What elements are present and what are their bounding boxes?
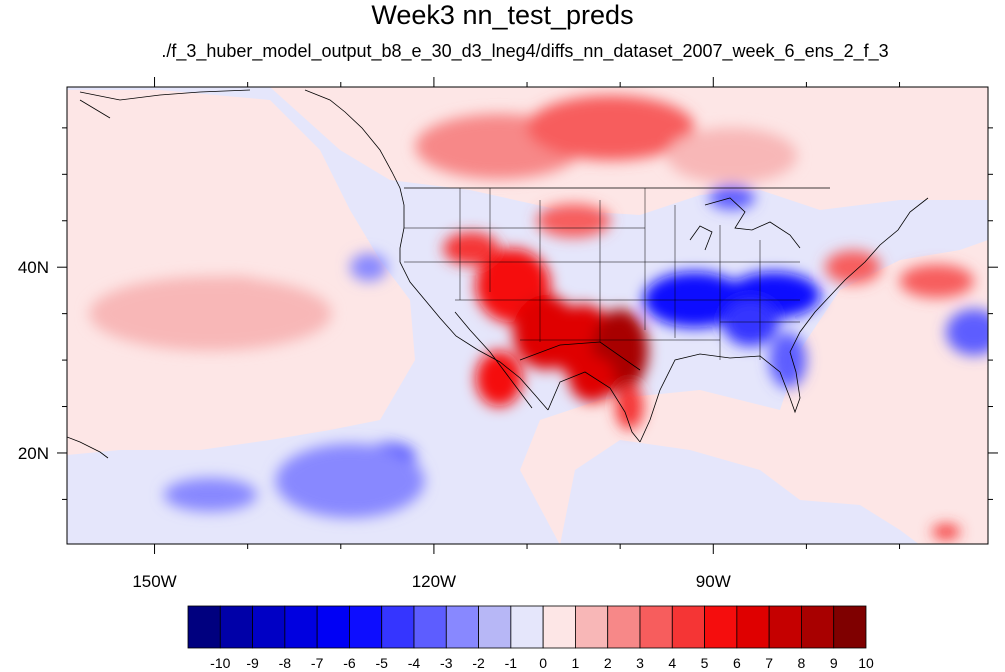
colorbar-label: 9 — [830, 655, 838, 671]
colorbar-swatch — [801, 605, 835, 649]
anomaly-blob-negative — [708, 185, 756, 210]
colorbar-swatch — [736, 605, 770, 649]
colorbar-label: 1 — [572, 655, 580, 671]
colorbar-label: -3 — [440, 655, 453, 671]
anomaly-region-positive-weak — [67, 90, 415, 455]
colorbar-swatch — [671, 605, 705, 649]
anomaly-blob-positive — [475, 350, 523, 407]
anomaly-blob-negative — [769, 332, 807, 388]
colorbar-swatch — [445, 605, 479, 649]
anomaly-blob-positive — [89, 276, 332, 351]
chart-title: Week3 nn_test_preds — [371, 0, 634, 30]
colorbar-swatch — [478, 605, 512, 649]
anomaly-blob-positive — [568, 355, 616, 402]
colorbar-swatch — [607, 605, 641, 649]
colorbar: -10 -9 -8 -7 -6 -5 -4 -3 -2 -1 0 1 2 3 4 5 6 7 8 9 10 — [187, 605, 874, 671]
colorbar-swatch — [187, 605, 221, 649]
x-tick-label: 150W — [132, 572, 176, 591]
anomaly-blob-positive — [666, 127, 798, 184]
colorbar-swatch — [575, 605, 609, 649]
y-tick-label: 40N — [18, 258, 49, 277]
colorbar-swatch — [704, 605, 738, 649]
anomaly-blob-negative — [722, 299, 779, 347]
chart-subtitle: ./f_3_huber_model_output_b8_e_30_d3_lneg… — [161, 41, 889, 61]
axis-ticks — [57, 77, 998, 554]
colorbar-label: 6 — [733, 655, 741, 671]
colorbar-label: -6 — [343, 655, 356, 671]
anomaly-blob-positive — [536, 204, 611, 238]
anomaly-blob-negative — [350, 253, 388, 282]
colorbar-swatch — [316, 605, 350, 649]
anomaly-blob-negative — [275, 443, 425, 518]
colorbar-swatch — [284, 605, 318, 649]
coastlines — [67, 89, 929, 459]
colorbar-label: 7 — [765, 655, 773, 671]
y-tick-label: 20N — [18, 444, 49, 463]
anomaly-blob-positive — [899, 264, 975, 298]
colorbar-label: -1 — [505, 655, 518, 671]
state-borders — [404, 188, 800, 360]
colorbar-swatch — [252, 605, 286, 649]
anomaly-region-negative-weak — [560, 440, 919, 544]
axis-tick-labels: 150W 120W 90W 20N 40N — [18, 258, 731, 591]
colorbar-label: 4 — [668, 655, 676, 671]
anomaly-blobs — [89, 95, 988, 540]
colorbar-label: 10 — [858, 655, 874, 671]
colorbar-label: -2 — [472, 655, 485, 671]
colorbar-swatch — [833, 605, 867, 649]
anomaly-blob-positive — [615, 383, 644, 430]
colorbar-swatch — [349, 605, 383, 649]
colorbar-label: 3 — [636, 655, 644, 671]
colorbar-label: 8 — [798, 655, 806, 671]
colorbar-label: -8 — [279, 655, 292, 671]
anomaly-blob-positive — [443, 231, 500, 266]
colorbar-label: -7 — [311, 655, 324, 671]
colorbar-swatch — [413, 605, 447, 649]
colorbar-swatch — [219, 605, 253, 649]
anomaly-region-positive-weak — [270, 87, 988, 544]
colorbar-label: -4 — [408, 655, 421, 671]
x-tick-label: 90W — [696, 572, 731, 591]
anomaly-blob-negative — [163, 478, 257, 512]
anomaly-blob-negative — [946, 309, 988, 356]
anomaly-blob-positive — [527, 95, 695, 161]
colorbar-swatch — [768, 605, 802, 649]
anomaly-blob-negative — [643, 271, 746, 328]
colorbar-label: 2 — [604, 655, 612, 671]
colorbar-swatch — [639, 605, 673, 649]
colorbar-label: -9 — [246, 655, 259, 671]
x-tick-label: 120W — [412, 572, 456, 591]
anomaly-blob-positive — [825, 250, 881, 284]
colorbar-label: -10 — [210, 655, 230, 671]
colorbar-swatch — [510, 605, 544, 649]
colorbar-swatch — [381, 605, 415, 649]
colorbar-label: -5 — [375, 655, 388, 671]
colorbar-label: 5 — [701, 655, 709, 671]
colorbar-swatch — [542, 605, 576, 649]
colorbar-label: 0 — [539, 655, 547, 671]
anomaly-blob-positive — [932, 524, 961, 540]
